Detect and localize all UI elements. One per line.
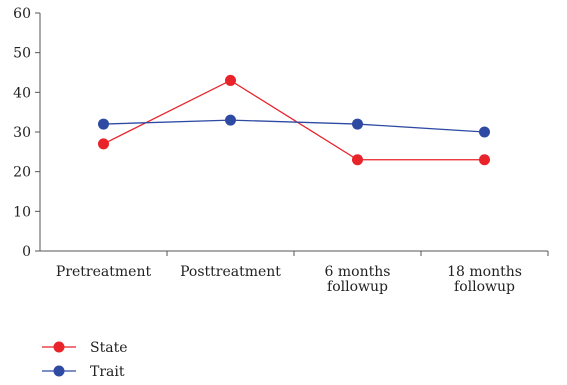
x-tick-label: Posttreatment <box>180 264 281 280</box>
axes <box>39 13 548 252</box>
y-tick-label: 50 <box>13 46 31 62</box>
y-tick-label: 40 <box>13 85 31 101</box>
state-data-point <box>98 138 109 150</box>
trait-data-point <box>98 118 109 130</box>
trait-data-point <box>225 114 236 126</box>
y-tick-label: 30 <box>13 125 31 141</box>
y-tick-label: 20 <box>13 165 31 181</box>
state-legend-marker <box>53 341 65 353</box>
state-data-point <box>479 154 490 166</box>
series-lines <box>103 79 485 161</box>
state-data-point <box>352 154 363 166</box>
series-points <box>98 74 490 166</box>
state-data-point <box>225 74 236 86</box>
y-tick-label: 60 <box>13 6 31 22</box>
x-tick-label: Pretreatment <box>56 264 152 280</box>
trait-series-line <box>103 119 485 133</box>
x-ticks: Pretreatment Posttreatment 6 months followu… <box>56 251 549 295</box>
trait-data-point <box>479 126 490 138</box>
y-tick-label: 0 <box>22 244 31 260</box>
trait-data-point <box>352 118 363 130</box>
trait-legend-label: Trait <box>90 364 125 380</box>
x-tick-label: 18 months followup <box>447 264 522 295</box>
y-tick-label: 10 <box>13 204 31 220</box>
state-legend-label: State <box>90 340 127 356</box>
legend: State Trait <box>42 340 127 380</box>
state-series-line <box>103 79 485 161</box>
trait-legend-marker <box>53 365 65 377</box>
y-ticks: 0 10 20 30 40 50 60 <box>13 6 40 260</box>
x-tick-label: 6 months followup <box>325 264 391 295</box>
